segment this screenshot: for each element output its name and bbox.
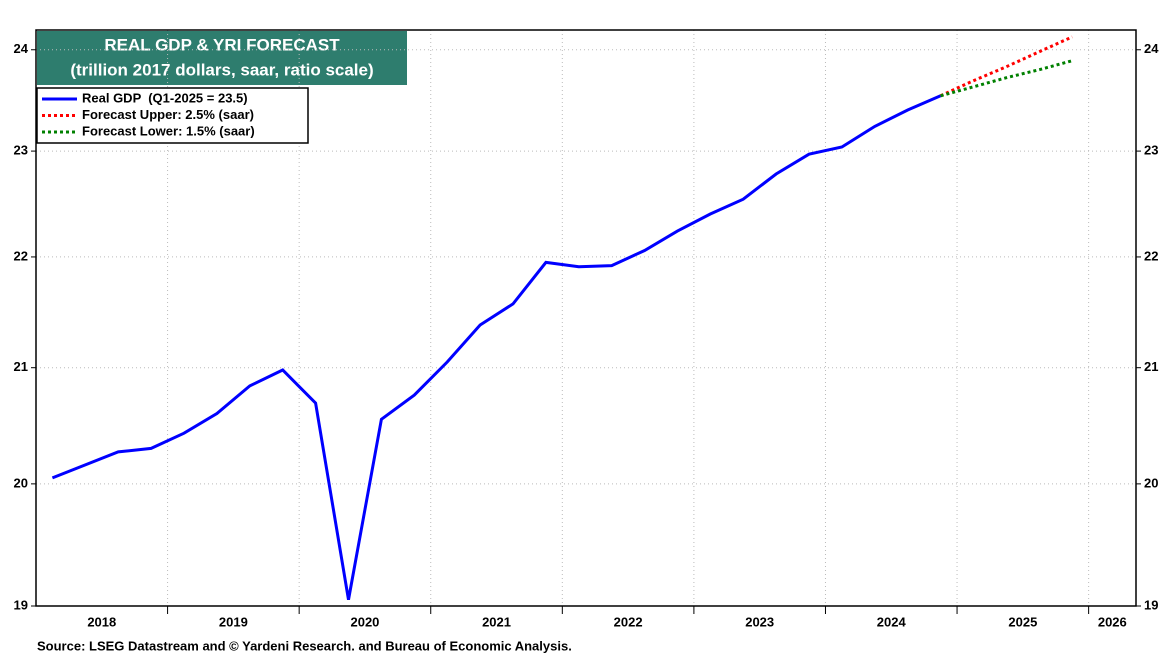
y-tick-label: 21 <box>14 359 28 374</box>
x-tick-label: 2025 <box>1008 614 1037 629</box>
legend: Real GDP (Q1-2025 = 23.5) Forecast Upper:… <box>36 87 309 144</box>
y-tick-label: 23 <box>14 143 28 158</box>
x-tick-label: 2022 <box>614 614 643 629</box>
y2-tick-label: 23 <box>1144 143 1158 158</box>
x-tick-label: 2018 <box>87 614 116 629</box>
y2-tick-label: 24 <box>1144 41 1159 56</box>
x-tick-label: 2019 <box>219 614 248 629</box>
y2-tick-label: 19 <box>1144 597 1158 612</box>
x-tick-label: 2023 <box>745 614 774 629</box>
legend-label: Forecast Upper: 2.5% (saar) <box>82 107 254 122</box>
legend-box <box>36 87 309 144</box>
y2-tick-label: 22 <box>1144 248 1158 263</box>
x-tick-label: 2026 <box>1098 614 1127 629</box>
title-box <box>37 31 407 85</box>
series-line <box>939 35 1073 98</box>
legend-label: Forecast Lower: 1.5% (saar) <box>82 123 255 138</box>
y2-tick-label: 21 <box>1144 359 1158 374</box>
x-tick-label: 2020 <box>350 614 379 629</box>
chart-title: REAL GDP & YRI FORECAST <box>104 35 340 54</box>
y-tick-label: 22 <box>14 248 28 263</box>
chart-subtitle: (trillion 2017 dollars, saar, ratio scal… <box>70 60 373 79</box>
series-line <box>940 59 1073 98</box>
y-tick-label: 20 <box>14 475 28 490</box>
y-tick-label: 24 <box>14 41 29 56</box>
y2-tick-label: 20 <box>1144 475 1158 490</box>
y-tick-label: 19 <box>14 597 28 612</box>
x-tick-label: 2024 <box>877 614 907 629</box>
x-tick-label: 2021 <box>482 614 511 629</box>
series-line <box>51 94 942 600</box>
source: Source: LSEG Datastream and © Yardeni Re… <box>37 638 572 653</box>
legend-label: Real GDP (Q1-2025 = 23.5) <box>82 90 248 105</box>
plot-frame <box>35 29 1137 607</box>
